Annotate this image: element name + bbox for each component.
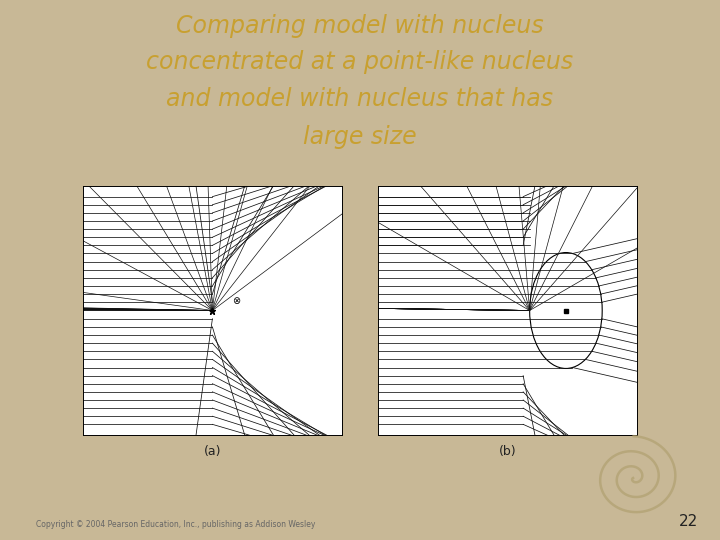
Text: and model with nucleus that has: and model with nucleus that has: [166, 87, 554, 111]
Text: (b): (b): [499, 446, 516, 458]
Text: concentrated at a point-like nucleus: concentrated at a point-like nucleus: [146, 50, 574, 73]
Text: Comparing model with nucleus: Comparing model with nucleus: [176, 14, 544, 37]
Text: 22: 22: [679, 514, 698, 529]
Text: Copyright © 2004 Pearson Education, Inc., publishing as Addison Wesley: Copyright © 2004 Pearson Education, Inc.…: [36, 520, 315, 529]
Text: (a): (a): [204, 446, 221, 458]
Text: large size: large size: [303, 125, 417, 149]
Text: $\otimes$: $\otimes$: [232, 295, 241, 306]
